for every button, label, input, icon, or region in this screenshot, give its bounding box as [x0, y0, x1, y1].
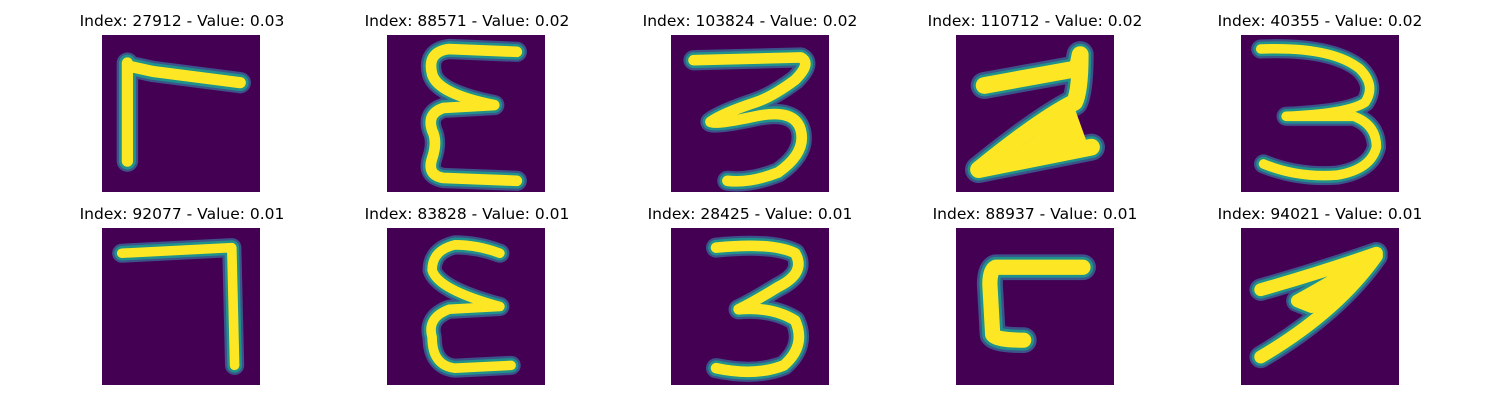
panel-title: Index: 83828 - Value: 0.01 — [364, 205, 570, 223]
digit-image — [102, 228, 260, 385]
panel-title: Index: 28425 - Value: 0.01 — [647, 205, 853, 223]
digit-image — [671, 35, 829, 192]
panel-title: Index: 94021 - Value: 0.01 — [1217, 205, 1423, 223]
digit-image — [956, 228, 1114, 385]
panel-title: Index: 27912 - Value: 0.03 — [79, 12, 285, 30]
panel-title: Index: 88571 - Value: 0.02 — [364, 12, 570, 30]
panel-title: Index: 40355 - Value: 0.02 — [1217, 12, 1423, 30]
panel-title: Index: 110712 - Value: 0.02 — [927, 12, 1143, 30]
digit-image — [102, 35, 260, 192]
digit-image — [1241, 228, 1399, 385]
digit-image — [387, 35, 545, 192]
digit-image — [671, 228, 829, 385]
digit-image — [1241, 35, 1399, 192]
digit-image — [387, 228, 545, 385]
panel-title: Index: 103824 - Value: 0.02 — [642, 12, 858, 30]
panel-title: Index: 92077 - Value: 0.01 — [79, 205, 285, 223]
panel-title: Index: 88937 - Value: 0.01 — [932, 205, 1138, 223]
digit-image — [956, 35, 1114, 192]
